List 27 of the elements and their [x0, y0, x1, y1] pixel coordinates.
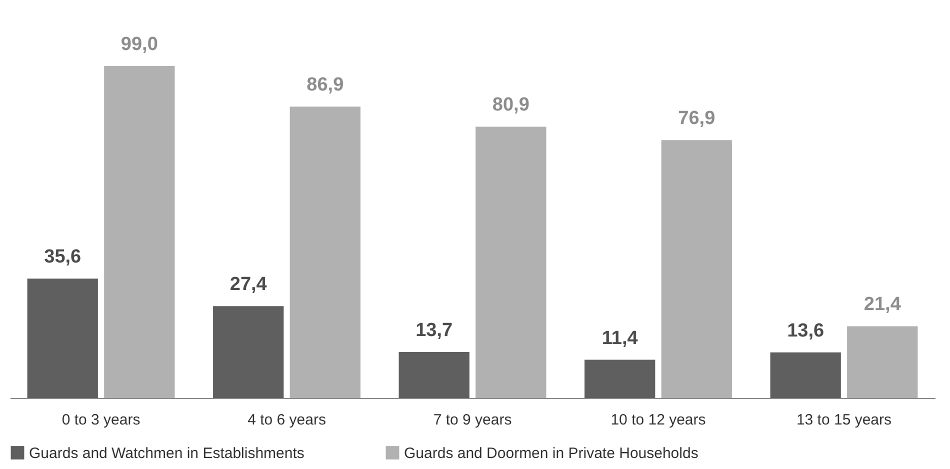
- x-tick-label: 0 to 3 years: [62, 412, 140, 428]
- legend-label: Guards and Doormen in Private Households: [404, 444, 698, 462]
- data-label: 35,6: [44, 246, 82, 268]
- data-label: 27,4: [230, 274, 268, 296]
- data-label: 99,0: [120, 34, 158, 55]
- x-tick-label: 10 to 12 years: [610, 412, 706, 428]
- bar: [476, 126, 546, 398]
- x-tick-label: 13 to 15 years: [796, 412, 892, 428]
- data-label: 21,4: [864, 294, 902, 316]
- data-label: 76,9: [678, 108, 716, 130]
- bar: [770, 352, 841, 398]
- bar: [213, 306, 284, 398]
- data-label: 11,4: [602, 328, 638, 349]
- bar: [847, 326, 918, 398]
- legend-label: Guards and Watchmen in Establishments: [29, 444, 304, 462]
- x-tick-label: 4 to 6 years: [248, 412, 326, 428]
- data-label: 86,9: [306, 74, 344, 96]
- bar: [584, 360, 656, 398]
- bar: [290, 106, 360, 398]
- bar: [27, 278, 98, 398]
- x-tick-label: 7 to 9 years: [433, 412, 512, 428]
- data-label: 13,6: [787, 320, 824, 342]
- bar: [104, 66, 175, 398]
- data-label: 13,7: [416, 320, 453, 342]
- bar: [398, 352, 470, 398]
- bar: [661, 140, 732, 398]
- data-label: 80,9: [492, 94, 530, 116]
